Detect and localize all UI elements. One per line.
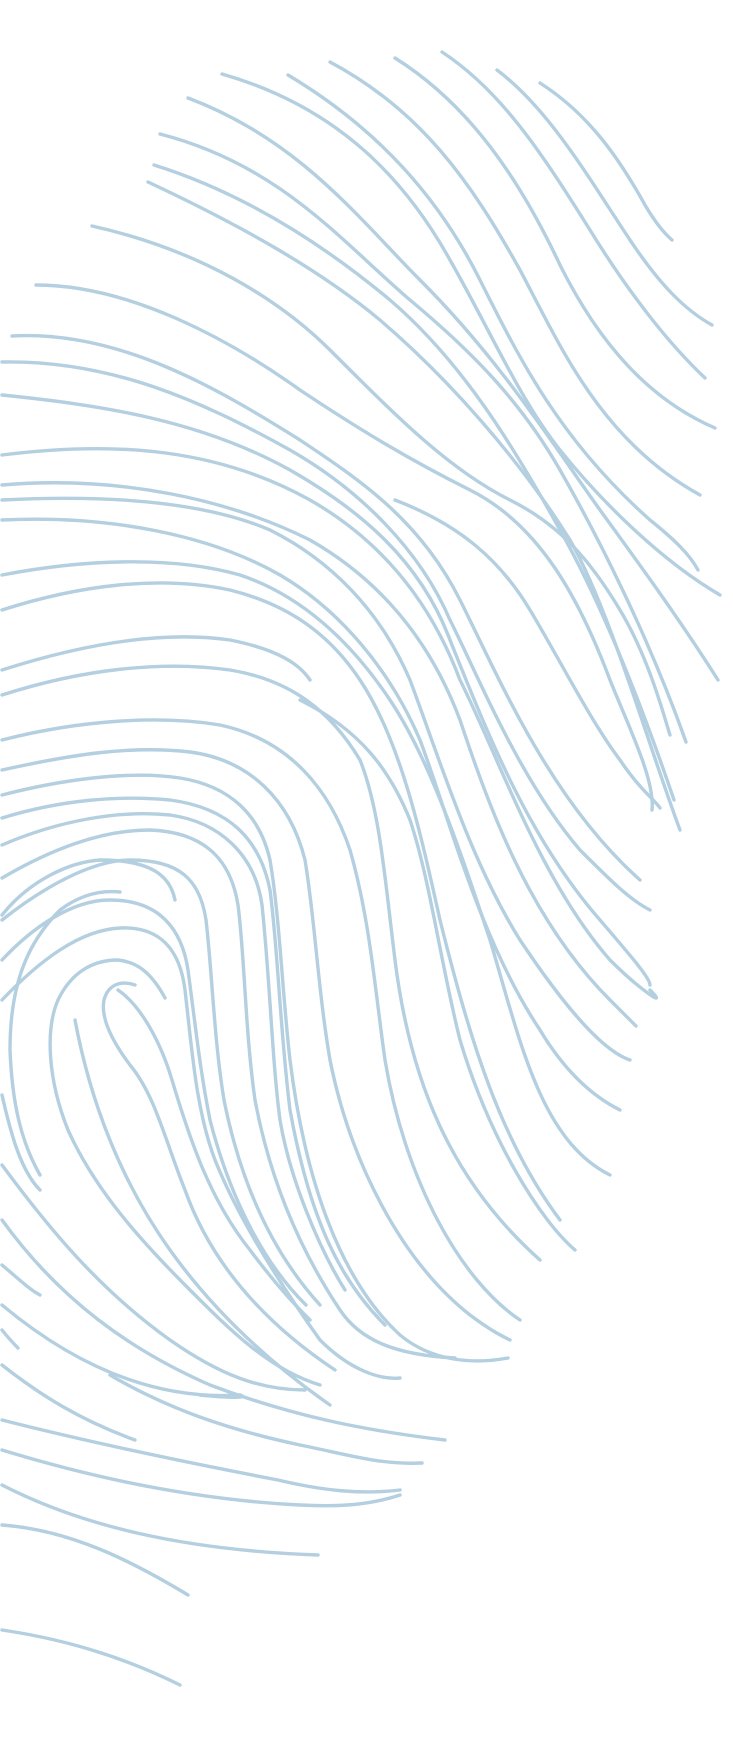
- fingerprint-ridge: [0, 1483, 320, 1557]
- fingerprint-ridge: [0, 926, 402, 1380]
- fingerprint-ridge: [0, 828, 457, 1360]
- fingerprint-ridge: [0, 1418, 402, 1494]
- fingerprint-ridge: [108, 1373, 424, 1465]
- fingerprint-ridge: [0, 360, 652, 912]
- fingerprint-ridge: [220, 72, 722, 597]
- fingerprint-ridge: [0, 796, 387, 1327]
- fingerprint-ridge: [0, 858, 177, 917]
- fingerprint-ridge: [0, 1328, 20, 1350]
- fingerprint-ridge: [0, 560, 612, 1177]
- fingerprint-ridge: [0, 581, 562, 1222]
- fingerprint-ridge: [0, 481, 638, 1028]
- fingerprint-ridge: [0, 1448, 402, 1508]
- fingerprint-ridge: [286, 73, 700, 572]
- fingerprint-ridge: [0, 393, 652, 987]
- fingerprint-ridge: [152, 163, 676, 802]
- fingerprint-ridge: [146, 180, 682, 832]
- fingerprint-ridge: [73, 1018, 332, 1407]
- fingerprint-ridge: [0, 1363, 137, 1442]
- fingerprint-ridge: [0, 1523, 190, 1597]
- fingerprint-ridge: [495, 68, 714, 327]
- fingerprint-ridge: [0, 446, 658, 1000]
- fingerprint-ridge: [48, 958, 322, 1387]
- fingerprint-ridge: [0, 773, 510, 1363]
- fingerprint-ridge: [186, 96, 720, 682]
- fingerprint-ridge: [198, 1393, 245, 1399]
- fingerprint-ridge: [538, 81, 674, 242]
- fingerprint-ridge: [0, 718, 522, 1322]
- fingerprint-ridge: [0, 517, 622, 1112]
- fingerprint-ridge: [8, 889, 122, 1177]
- fingerprint-ridge: [158, 132, 688, 744]
- fingerprint-ridge: [0, 1093, 42, 1192]
- fingerprint-ridge: [0, 812, 347, 1292]
- fingerprint-ridge: [0, 1218, 447, 1442]
- fingerprint-ridge: [0, 1628, 182, 1687]
- fingerprint-ridge: [393, 56, 717, 430]
- fingerprint-ridge: [0, 1163, 307, 1392]
- fingerprint-ridges: [0, 50, 722, 1687]
- fingerprint-ridge: [0, 496, 632, 1062]
- fingerprint-ridge: [440, 50, 707, 380]
- fingerprint-ridge: [0, 664, 542, 1262]
- fingerprint-ridge: [0, 635, 312, 682]
- fingerprint-ridge: [101, 981, 337, 1372]
- fingerprint-ridge: [328, 60, 702, 497]
- fingerprint-ridge: [298, 698, 577, 1252]
- fingerprint-ridge: [0, 898, 308, 1307]
- fingerprint-ridge: [90, 224, 672, 737]
- fingerprint-ridge: [0, 748, 512, 1342]
- fingerprint-ridge: [393, 498, 662, 810]
- fingerprint-ridge: [34, 283, 654, 812]
- fingerprint-ridge: [116, 988, 312, 1322]
- fingerprint-ridge: [0, 1263, 42, 1297]
- fingerprint-ridge: [10, 333, 642, 882]
- fingerprint-ridge: [0, 858, 322, 1307]
